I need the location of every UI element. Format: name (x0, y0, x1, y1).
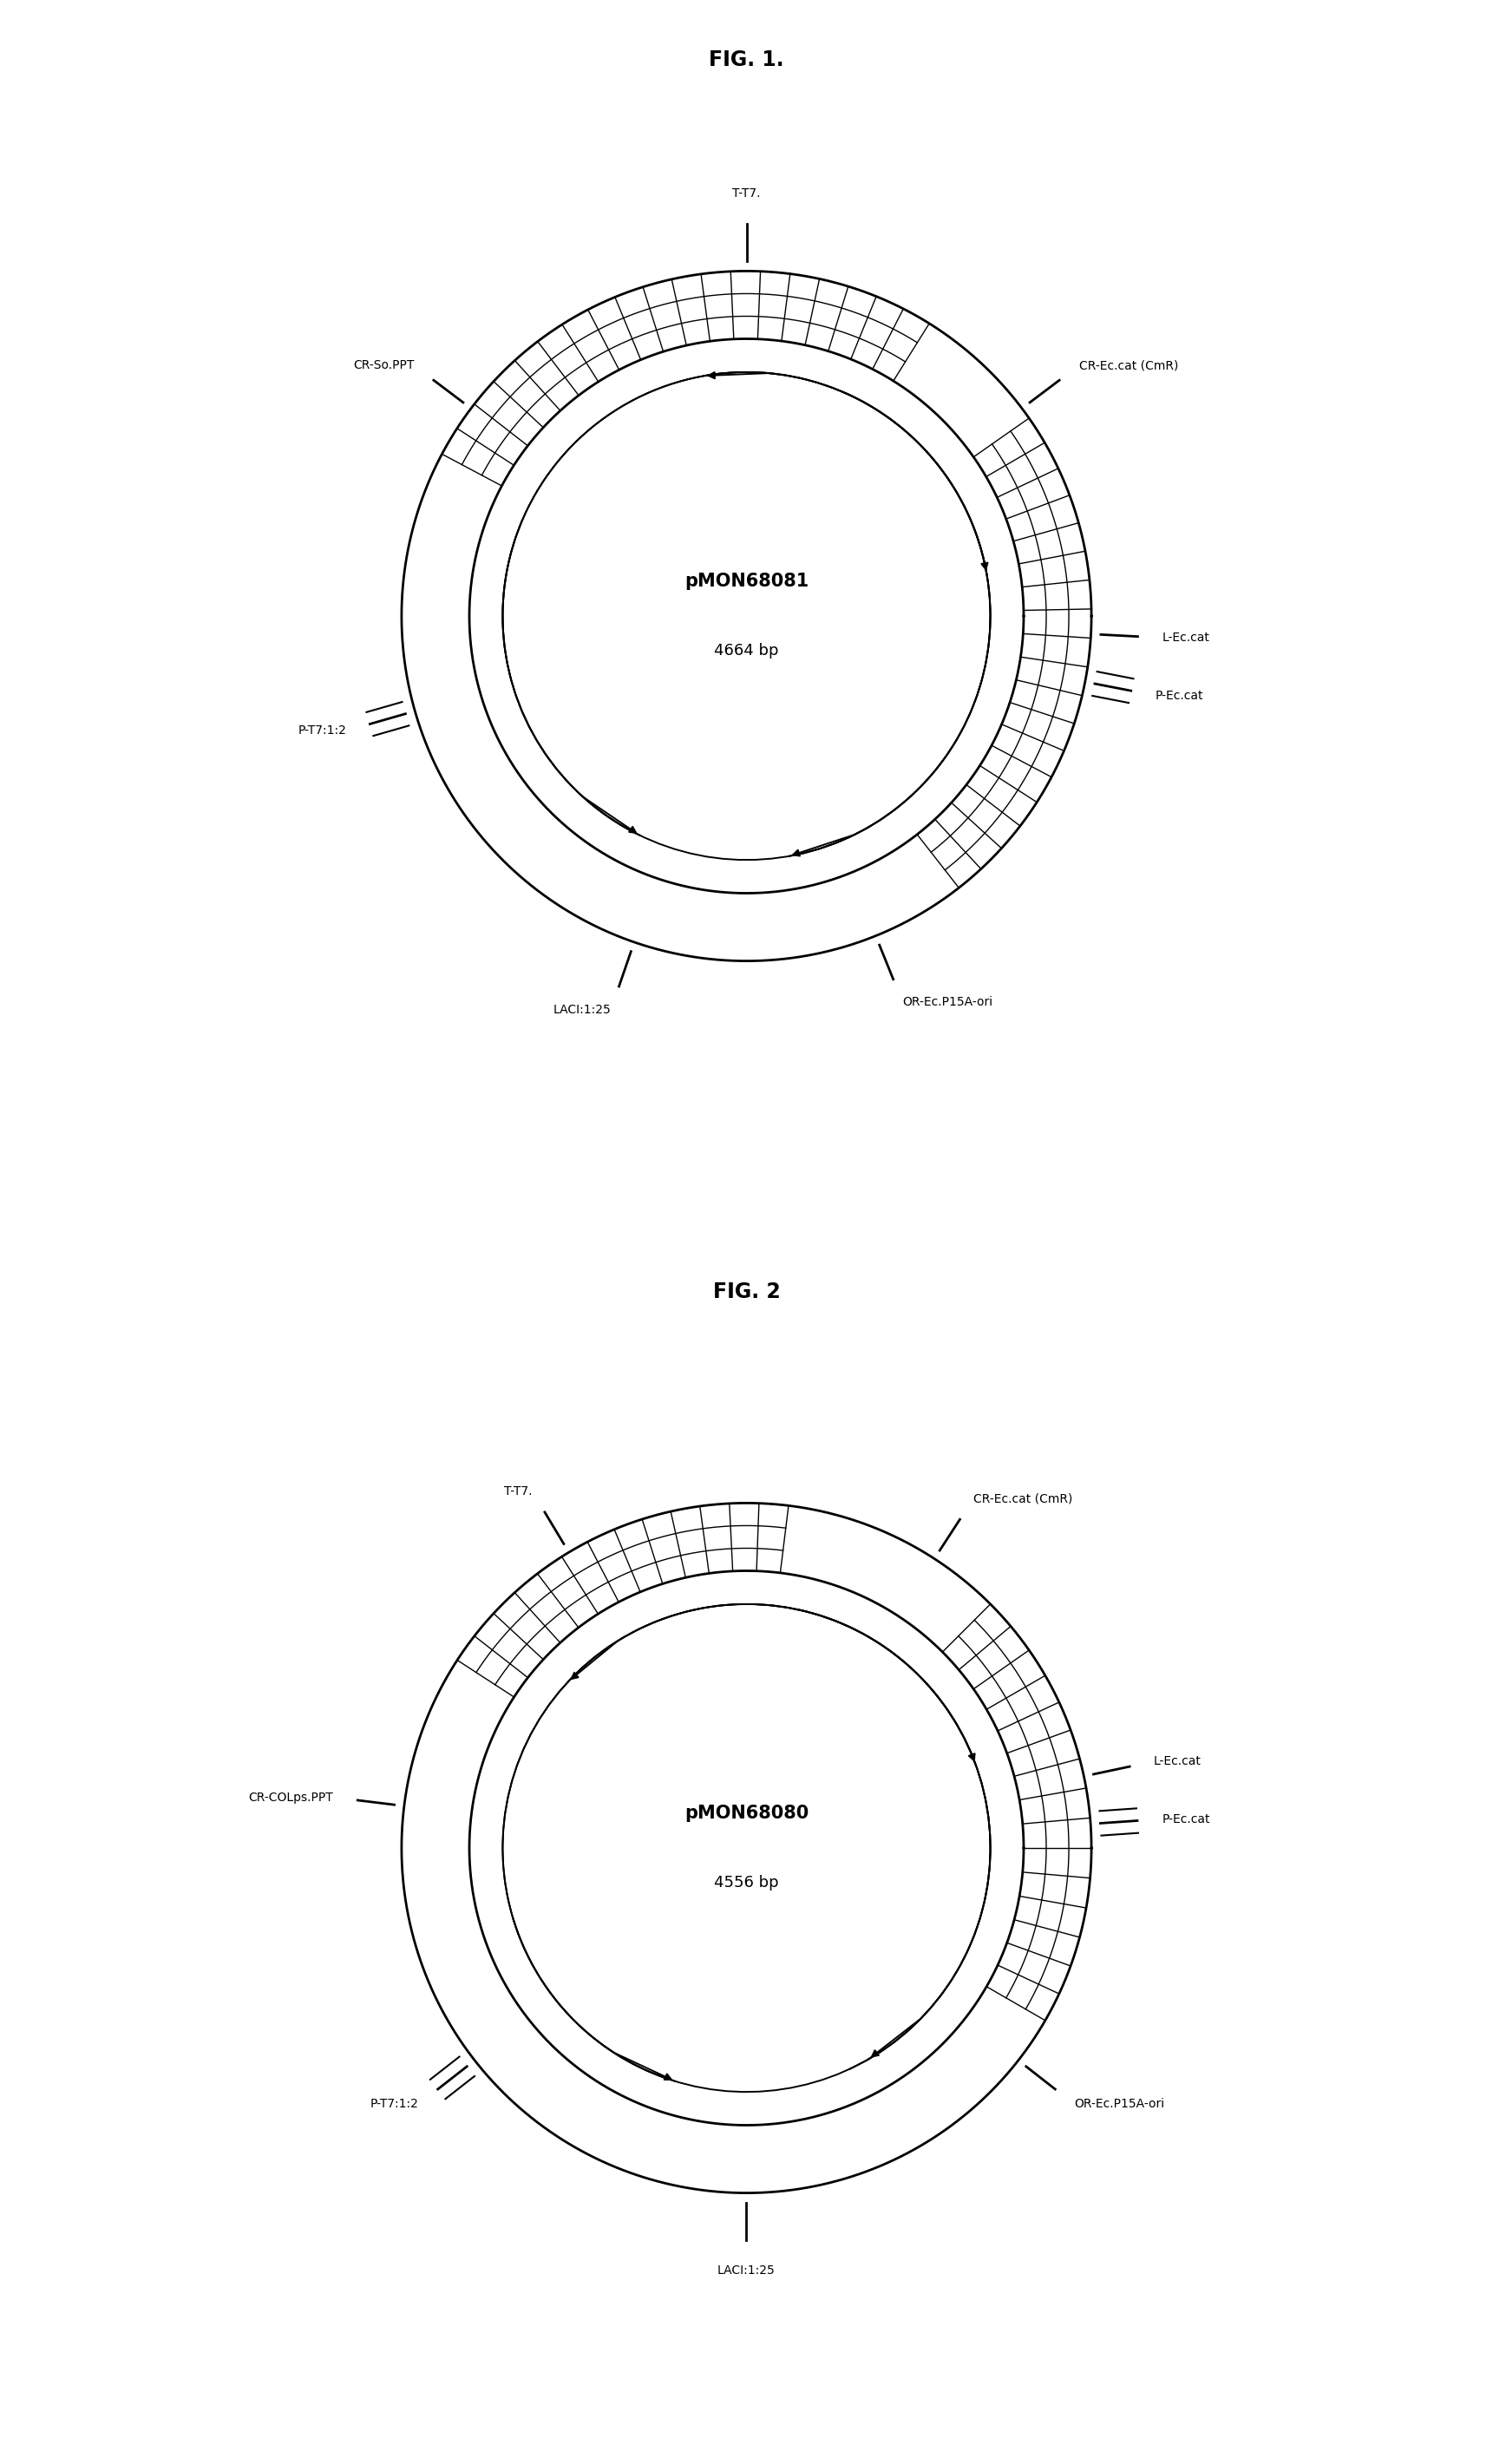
Text: 4556 bp: 4556 bp (714, 1875, 779, 1890)
Text: CR-Ec.cat (CmR): CR-Ec.cat (CmR) (1079, 360, 1178, 372)
Text: OR-Ec.P15A-ori: OR-Ec.P15A-ori (902, 995, 993, 1008)
Text: CR-Ec.cat (CmR): CR-Ec.cat (CmR) (973, 1493, 1072, 1506)
Text: FIG. 2: FIG. 2 (712, 1281, 781, 1301)
Text: P-Ec.cat: P-Ec.cat (1156, 690, 1203, 702)
Text: LACI:1:25: LACI:1:25 (552, 1003, 611, 1015)
Text: FIG. 1.: FIG. 1. (709, 49, 784, 69)
Text: 4664 bp: 4664 bp (714, 643, 779, 658)
Text: OR-Ec.P15A-ori: OR-Ec.P15A-ori (1075, 2099, 1165, 2112)
Text: L-Ec.cat: L-Ec.cat (1154, 1754, 1202, 1767)
Text: pMON68081: pMON68081 (684, 572, 809, 591)
Text: L-Ec.cat: L-Ec.cat (1163, 631, 1209, 643)
Text: LACI:1:25: LACI:1:25 (718, 2264, 775, 2277)
Text: pMON68080: pMON68080 (684, 1804, 809, 1823)
Text: CR-COLps.PPT: CR-COLps.PPT (248, 1791, 333, 1804)
Text: CR-So.PPT: CR-So.PPT (352, 360, 414, 372)
Text: P-Ec.cat: P-Ec.cat (1162, 1814, 1209, 1826)
Text: T-T7.: T-T7. (733, 187, 760, 200)
Text: P-T7:1:2: P-T7:1:2 (370, 2099, 418, 2112)
Text: P-T7:1:2: P-T7:1:2 (297, 724, 346, 737)
Text: T-T7.: T-T7. (503, 1486, 532, 1498)
